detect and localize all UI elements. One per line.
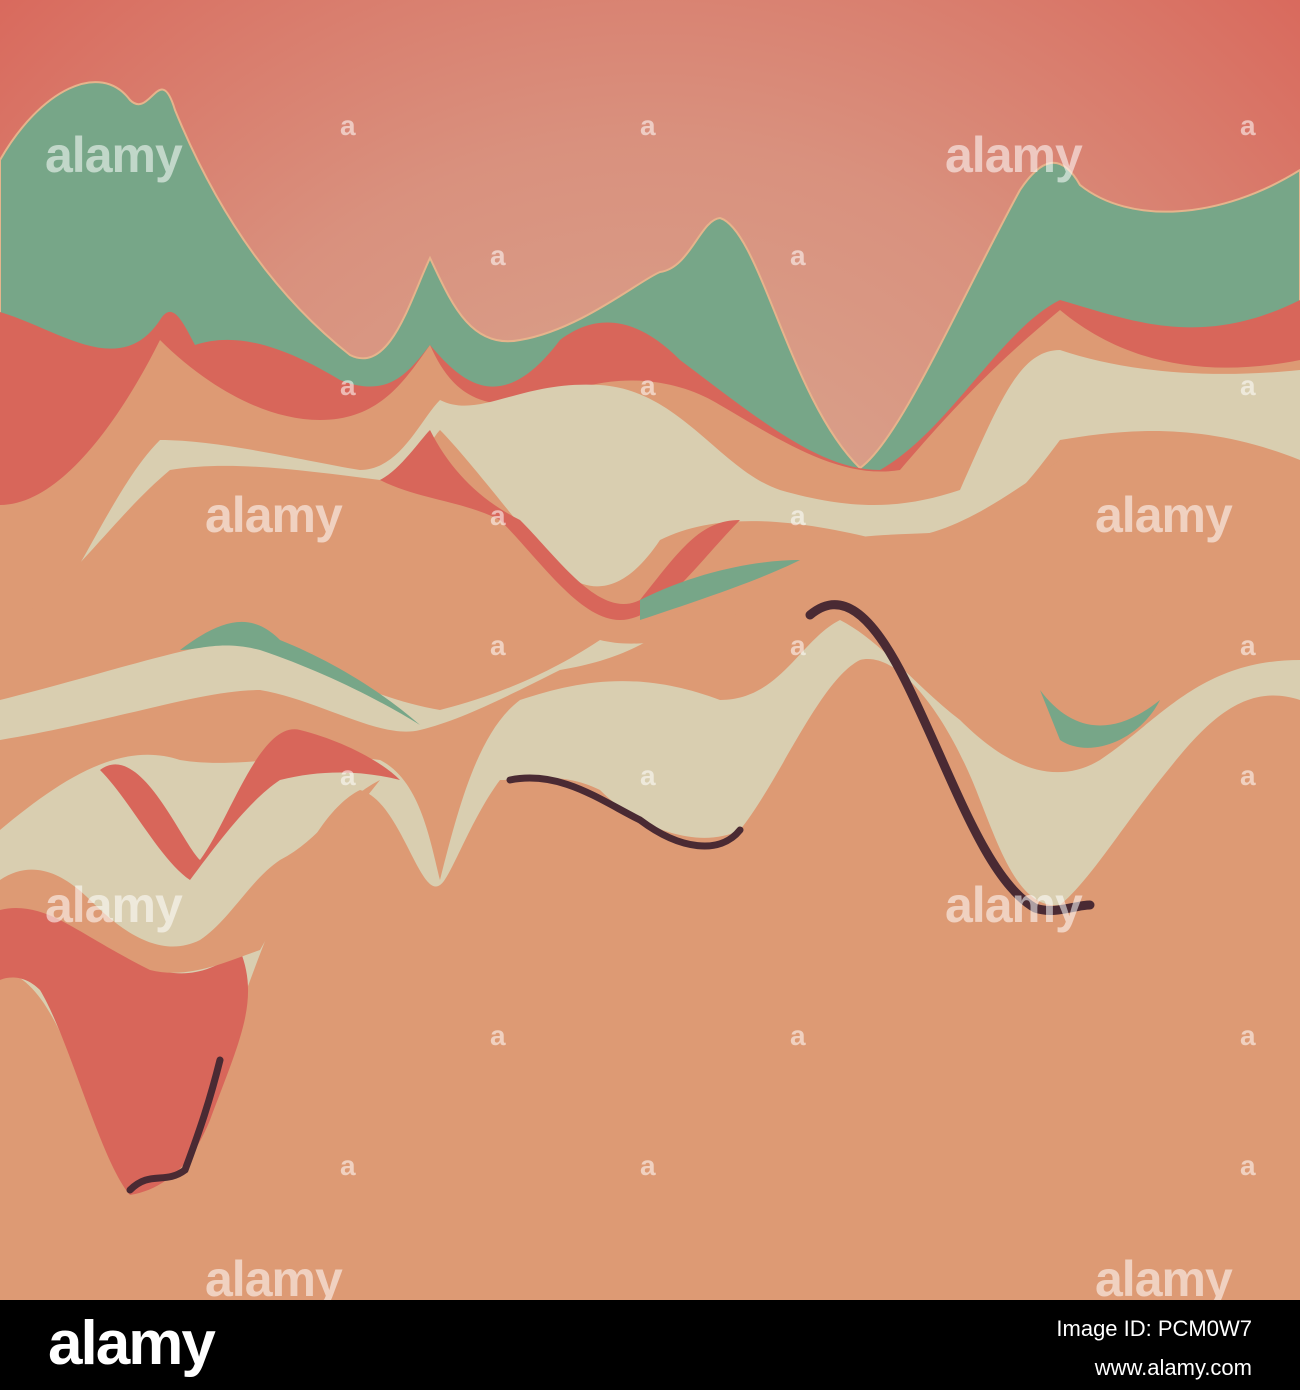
watermark-a: a: [340, 110, 356, 141]
watermark-a: a: [640, 1150, 656, 1181]
wave-green-low: [180, 560, 1160, 748]
watermarks: alamy alamy alamy alamy alamy alamy alamy alamy…: [45, 110, 1256, 1307]
wave-red-mid: [380, 430, 740, 620]
watermark-logo: alamy: [945, 127, 1083, 183]
watermark-a: a: [1240, 760, 1256, 791]
watermark-a: a: [790, 240, 806, 271]
watermark-a: a: [490, 500, 506, 531]
watermark-a: a: [640, 760, 656, 791]
watermark-a: a: [340, 1150, 356, 1181]
watermark-logo: alamy: [1095, 487, 1233, 543]
watermark-a: a: [790, 630, 806, 661]
watermark-logo: alamy: [205, 487, 343, 543]
watermark-a: a: [640, 370, 656, 401]
watermark-a: a: [490, 630, 506, 661]
wave-orange-low: [0, 780, 380, 973]
site-url: www.alamy.com: [1094, 1355, 1252, 1380]
watermark-a: a: [790, 500, 806, 531]
watermark-a: a: [790, 1020, 806, 1051]
footer: alamy Image ID: PCM0W7 www.alamy.com: [0, 1300, 1300, 1390]
watermark-a: a: [1240, 630, 1256, 661]
footer-bar: [0, 1300, 1300, 1390]
watermark-logo: alamy: [945, 877, 1083, 933]
image-id: Image ID: PCM0W7: [1056, 1316, 1252, 1341]
watermark-a: a: [490, 240, 506, 271]
watermark-a: a: [1240, 1150, 1256, 1181]
wave-dark: [805, 600, 1095, 915]
footer-logo: alamy: [48, 1309, 216, 1378]
watermark-logo: alamy: [1095, 1251, 1233, 1307]
artwork: [0, 0, 1300, 1300]
wave-orange-inner: [0, 430, 1300, 710]
wave-dark-low: [126, 774, 744, 1194]
watermark-logo: alamy: [45, 877, 183, 933]
watermark-logo: alamy: [205, 1251, 343, 1307]
watermark-a: a: [340, 370, 356, 401]
watermark-a: a: [640, 110, 656, 141]
watermark-a: a: [1240, 110, 1256, 141]
watermark-a: a: [490, 1020, 506, 1051]
watermark-logo: alamy: [45, 127, 183, 183]
wave-red-low: [0, 729, 400, 1195]
watermark-a: a: [1240, 370, 1256, 401]
watermark-a: a: [340, 760, 356, 791]
watermark-a: a: [1240, 1020, 1256, 1051]
